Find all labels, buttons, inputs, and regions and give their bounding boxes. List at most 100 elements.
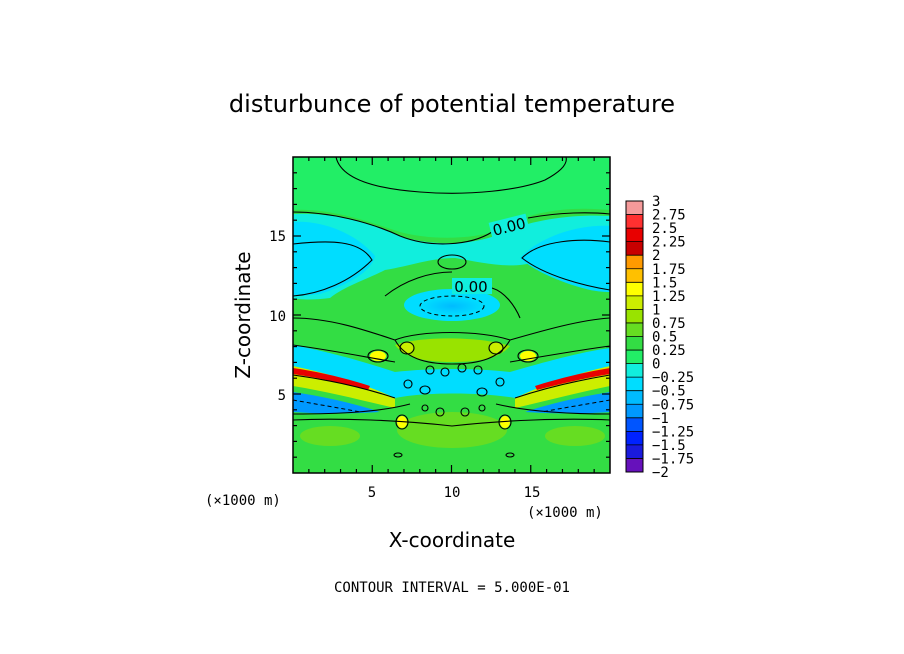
field-cyan-upper xyxy=(293,213,610,300)
contour-line xyxy=(509,317,610,341)
contour-line xyxy=(419,385,431,395)
plot-area: 0.00 0.00 xyxy=(293,157,610,473)
contour-line xyxy=(384,271,453,297)
contour-line xyxy=(293,374,396,399)
colorbar-swatch xyxy=(626,322,643,337)
colorbar-tick-label: −2 xyxy=(652,465,669,481)
colorbar-tick-label: 2 xyxy=(652,248,660,264)
field-left-red-band xyxy=(293,368,370,390)
colorbar-swatch xyxy=(626,309,643,324)
colorbar-swatch xyxy=(626,444,643,459)
contour-line xyxy=(495,403,610,415)
contour-label: 0.00 xyxy=(454,278,487,296)
colorbar-swatch xyxy=(626,214,643,229)
field-cyan-right xyxy=(520,225,610,292)
field-right-blue-band xyxy=(525,392,610,414)
x-unit-label: (×1000 m) xyxy=(527,505,603,521)
colorbar-tick-label: 1.25 xyxy=(652,289,686,305)
field-cyan-belt xyxy=(293,345,610,398)
contour-line xyxy=(403,379,413,389)
contour-line xyxy=(517,349,539,363)
colorbar-swatch xyxy=(626,282,643,297)
field-right-red-band xyxy=(535,368,610,390)
contour-line xyxy=(521,239,610,291)
x-tick-label: 15 xyxy=(524,485,541,501)
field-upper-band xyxy=(293,157,610,238)
colorbar-swatch xyxy=(626,431,643,446)
colorbar-swatch xyxy=(626,228,643,242)
chart-title: disturbunce of potential temperature xyxy=(229,90,675,118)
field-lower-right-green xyxy=(545,426,605,446)
colorbar: 32.752.52.2521.751.51.2510.750.50.250−0.… xyxy=(625,194,694,481)
contour-lines-negative xyxy=(293,295,610,413)
colorbar-swatch xyxy=(626,404,643,419)
colorbar-tick-label: 1.75 xyxy=(652,262,686,278)
contour-line xyxy=(498,414,512,430)
contour-line-negative xyxy=(541,399,610,413)
colorbar-tick-label: 2.75 xyxy=(652,208,686,224)
colorbar-tick-label: −0.75 xyxy=(652,397,694,413)
colorbar-tick-label: 2.5 xyxy=(652,221,677,237)
contour-line xyxy=(293,241,373,297)
contour-line xyxy=(437,254,467,270)
colorbar-tick-label: 0.75 xyxy=(652,316,686,332)
colorbar-swatch xyxy=(626,201,643,215)
contour-line xyxy=(488,341,504,355)
colorbar-tick-label: −1.5 xyxy=(652,438,686,454)
colorbar-swatch xyxy=(626,350,643,364)
field-yellow-center xyxy=(395,338,510,362)
contour-line xyxy=(473,365,483,375)
colorbar-swatch xyxy=(626,255,643,270)
contour-line xyxy=(476,387,488,397)
contour-line xyxy=(491,287,521,319)
field-spot xyxy=(490,343,502,353)
contour-line xyxy=(425,365,435,375)
colorbar-swatch xyxy=(626,268,643,283)
field-left-blue-band xyxy=(293,392,380,414)
contour-line-negative xyxy=(419,295,485,317)
colorbar-tick-label: 3 xyxy=(652,194,660,210)
field-lower-lightgreen xyxy=(397,412,507,448)
field-spot xyxy=(397,416,407,428)
contour-line xyxy=(293,418,610,427)
contour-line xyxy=(421,404,429,412)
colorbar-swatch xyxy=(626,377,643,391)
colorbar-swatch xyxy=(626,295,643,310)
contour-line xyxy=(293,317,396,341)
field-blue-core xyxy=(422,297,482,315)
x-tick-label: 10 xyxy=(444,485,461,501)
colorbar-tick-label: 0.25 xyxy=(652,343,686,359)
contour-line xyxy=(293,211,493,245)
colorbar-swatch xyxy=(626,363,643,378)
contour-line xyxy=(394,332,511,365)
contour-line xyxy=(495,377,505,387)
y-tick-label: 10 xyxy=(269,309,286,325)
colorbar-tick-label: 0.5 xyxy=(652,330,677,346)
contour-label-bg xyxy=(452,278,492,294)
contour-label-bg xyxy=(488,213,530,239)
contour-line xyxy=(367,349,389,363)
colorbar-swatch xyxy=(626,458,643,473)
contour-interval-label: CONTOUR INTERVAL = 5.000E-01 xyxy=(334,580,570,596)
colorbar-swatch xyxy=(626,241,643,256)
contour-line xyxy=(393,452,403,458)
contour-line xyxy=(399,341,415,355)
colorbar-tick-label: 2.25 xyxy=(652,235,686,251)
axis-ticks xyxy=(293,157,610,473)
colorbar-tick-label: −1 xyxy=(652,411,669,427)
contour-line xyxy=(527,212,610,219)
x-axis-title: X-coordinate xyxy=(389,528,516,552)
colorbar-frame xyxy=(625,200,644,473)
field-lower-left-green xyxy=(300,426,360,446)
contour-line xyxy=(457,363,467,373)
y-tick-label: 15 xyxy=(269,229,286,245)
contour-line xyxy=(293,344,396,363)
colorbar-swatch xyxy=(626,336,643,351)
colorbar-swatch xyxy=(626,417,643,432)
contour-line xyxy=(435,407,445,417)
colorbar-tick-label: 1 xyxy=(652,302,660,318)
contour-line xyxy=(514,374,610,399)
field-cyan-left xyxy=(293,221,375,296)
y-tick-label: 5 xyxy=(278,388,286,404)
